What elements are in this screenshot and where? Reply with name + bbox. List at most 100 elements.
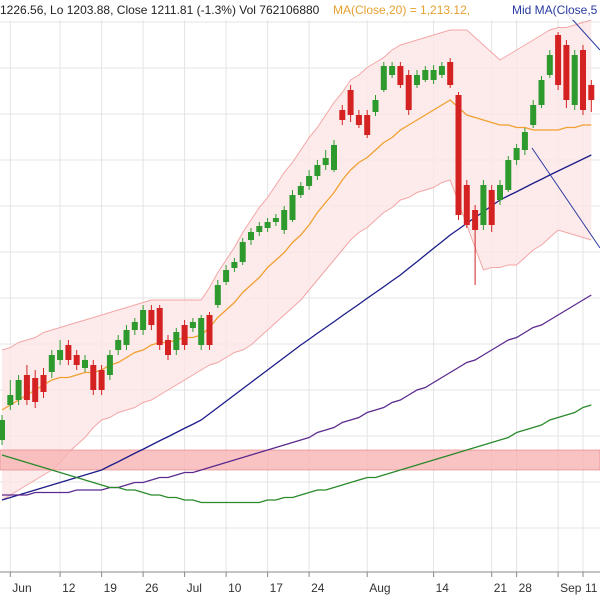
candle-body bbox=[281, 210, 288, 230]
ma-line bbox=[2, 294, 592, 496]
candle-body bbox=[447, 62, 454, 85]
candle-body bbox=[73, 355, 80, 365]
candle-body bbox=[397, 66, 404, 85]
candle-body bbox=[248, 232, 254, 240]
candle-body bbox=[488, 190, 495, 225]
candle-body bbox=[472, 210, 479, 230]
candle-body bbox=[331, 145, 337, 170]
candle-body bbox=[530, 105, 537, 125]
candle-body bbox=[339, 110, 346, 120]
band-line bbox=[1, 179, 592, 501]
candle-body bbox=[430, 70, 437, 80]
x-tick-label: 19 bbox=[104, 581, 118, 595]
x-tick-label: Aug bbox=[369, 581, 390, 595]
candle-body bbox=[289, 195, 296, 220]
plot-area bbox=[0, 19, 600, 572]
candle-body bbox=[364, 115, 371, 135]
header-prices: 1226.56, Lo 1203.88, Close 1211.81 (-1.3… bbox=[0, 3, 320, 17]
candle-body bbox=[355, 115, 362, 125]
candle-body bbox=[497, 185, 503, 200]
x-tick-label: 10 bbox=[228, 581, 242, 595]
candle-body bbox=[380, 66, 387, 90]
x-tick-label: Sep bbox=[560, 581, 582, 595]
candle-body bbox=[32, 378, 39, 402]
candle-body bbox=[131, 322, 138, 330]
candle-body bbox=[480, 185, 487, 225]
candle-body bbox=[546, 55, 553, 75]
candle-body bbox=[588, 85, 595, 100]
x-tick-label: 14 bbox=[436, 581, 450, 595]
candle-body bbox=[123, 330, 130, 345]
header-mid: Mid MA(Close,5 bbox=[512, 3, 598, 17]
candle-body bbox=[189, 322, 196, 328]
candle-body bbox=[48, 355, 55, 372]
candle-body bbox=[206, 315, 213, 345]
x-tick-label: 11 bbox=[585, 581, 598, 595]
candle-body bbox=[297, 186, 304, 195]
trend-line bbox=[531, 147, 600, 249]
x-tick-label: 17 bbox=[270, 581, 284, 595]
x-tick-label: 12 bbox=[62, 581, 76, 595]
candle-body bbox=[140, 310, 147, 330]
candle-body bbox=[106, 355, 113, 375]
candle-body bbox=[40, 375, 47, 392]
candle-body bbox=[563, 45, 570, 100]
band-line bbox=[1, 19, 592, 351]
x-tick-label: Jun bbox=[12, 581, 31, 595]
candle-body bbox=[90, 365, 97, 390]
candle-body bbox=[455, 95, 462, 215]
candle-body bbox=[314, 165, 321, 176]
candle-body bbox=[322, 158, 329, 165]
candle-body bbox=[231, 262, 238, 268]
candle-body bbox=[264, 222, 271, 228]
candle-body bbox=[98, 370, 105, 390]
candle-body bbox=[438, 66, 445, 75]
candle-body bbox=[82, 360, 88, 368]
candle-body bbox=[463, 185, 470, 225]
header-bg bbox=[0, 0, 600, 20]
candle-body bbox=[0, 420, 5, 440]
candle-body bbox=[223, 270, 230, 282]
candle-body bbox=[7, 395, 14, 405]
candle-body bbox=[57, 350, 64, 360]
candle-body bbox=[372, 100, 379, 112]
candle-body bbox=[173, 332, 180, 350]
x-tick-label: 28 bbox=[519, 581, 533, 595]
candle-body bbox=[198, 318, 205, 345]
candle-body bbox=[115, 340, 122, 350]
band-area bbox=[2, 20, 592, 500]
candle-body bbox=[148, 310, 155, 325]
candle-body bbox=[214, 285, 221, 305]
candle-body bbox=[156, 308, 163, 345]
candle-body bbox=[555, 35, 562, 85]
candle-body bbox=[181, 325, 188, 345]
header-ma: MA(Close,20) = 1,213.12, bbox=[333, 3, 470, 17]
x-tick-label: Jul bbox=[187, 581, 202, 595]
candle-body bbox=[538, 80, 545, 105]
candle-body bbox=[405, 75, 412, 110]
candle-body bbox=[15, 380, 22, 400]
candle-body bbox=[389, 66, 396, 75]
candle-body bbox=[422, 70, 429, 80]
candle-body bbox=[513, 148, 520, 160]
candle-body bbox=[239, 242, 246, 262]
candle-body bbox=[165, 340, 171, 355]
candle-body bbox=[347, 90, 354, 115]
x-tick-label: 26 bbox=[145, 581, 159, 595]
zone bbox=[0, 449, 600, 471]
candle-body bbox=[414, 75, 420, 85]
x-tick-label: 21 bbox=[494, 581, 508, 595]
candle-body bbox=[23, 375, 30, 400]
candle-body bbox=[256, 226, 263, 232]
candle-body bbox=[272, 218, 279, 222]
candle-body bbox=[306, 176, 313, 186]
candle-body bbox=[571, 55, 578, 105]
x-tick-label: 24 bbox=[311, 581, 325, 595]
candle-body bbox=[65, 345, 72, 360]
ma-line bbox=[1, 404, 592, 504]
candle-body bbox=[505, 160, 512, 190]
candle-body bbox=[580, 50, 586, 110]
candle-body bbox=[521, 132, 528, 150]
